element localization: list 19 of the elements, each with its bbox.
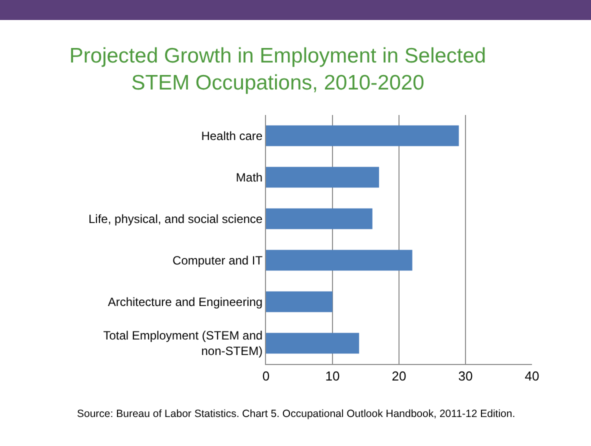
y-tick-label: Math <box>236 170 263 184</box>
bar <box>266 166 380 188</box>
x-tick-label: 30 <box>458 368 473 384</box>
x-tick-label: 40 <box>524 368 540 384</box>
bar <box>266 250 412 271</box>
y-tick-label: Life, physical, and social science <box>88 212 263 226</box>
bar <box>266 208 372 230</box>
chart-title: Projected Growth in Employment in Selected STEM Occupations, 2010-2020 <box>69 44 486 95</box>
bar <box>266 125 459 146</box>
source-note: Source: Bureau of Labor Statistics. Chart 5. Occupational Outlook Handbook, 2011-12 Edition. <box>77 408 516 420</box>
x-tick-label: 20 <box>392 368 406 384</box>
y-tick-label: Health care <box>201 128 263 143</box>
x-tick-label: 0 <box>262 368 270 384</box>
y-tick-label: Total Employment (STEM and non-STEM) <box>103 328 263 358</box>
y-tick-label: Architecture and Engineering <box>108 294 263 309</box>
bar <box>266 291 332 312</box>
x-tick-label: 10 <box>325 368 340 384</box>
bar <box>266 332 360 354</box>
y-tick-label: Computer and IT <box>172 253 264 268</box>
